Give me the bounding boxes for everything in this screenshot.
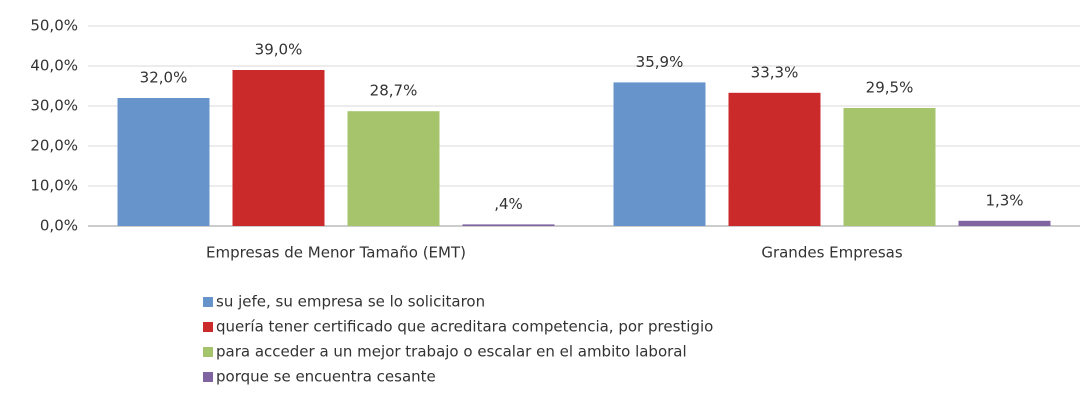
legend-label: quería tener certificado que acreditara … [216,318,713,336]
x-tick-label: Empresas de Menor Tamaño (EMT) [206,244,466,262]
bar [117,98,210,226]
legend-label: porque se encuentra cesante [216,368,436,386]
data-label: 28,7% [370,82,418,100]
bar [958,220,1051,226]
y-tick-label: 30,0% [30,97,78,115]
data-label: ,4% [494,195,523,213]
y-tick-label: 0,0% [40,217,78,235]
data-label: 32,0% [140,69,188,87]
legend-swatch [203,372,213,382]
data-label: 35,9% [636,53,684,71]
data-label: 39,0% [255,41,303,59]
bar [462,224,555,226]
y-tick-label: 10,0% [30,177,78,195]
bar [232,70,325,226]
data-label: 29,5% [866,79,914,97]
bar [347,111,440,226]
y-tick-label: 50,0% [30,17,78,35]
bar [613,82,706,227]
y-tick-label: 20,0% [30,137,78,155]
x-tick-label: Grandes Empresas [761,244,903,262]
y-tick-label: 40,0% [30,57,78,75]
bar [843,108,936,226]
legend-label: para acceder a un mejor trabajo o escala… [216,343,687,361]
legend-swatch [203,322,213,332]
data-label: 1,3% [985,191,1023,209]
data-label: 33,3% [751,63,799,81]
legend-swatch [203,347,213,357]
bar [728,92,821,226]
legend-swatch [203,297,213,307]
legend-label: su jefe, su empresa se lo solicitaron [216,293,485,311]
